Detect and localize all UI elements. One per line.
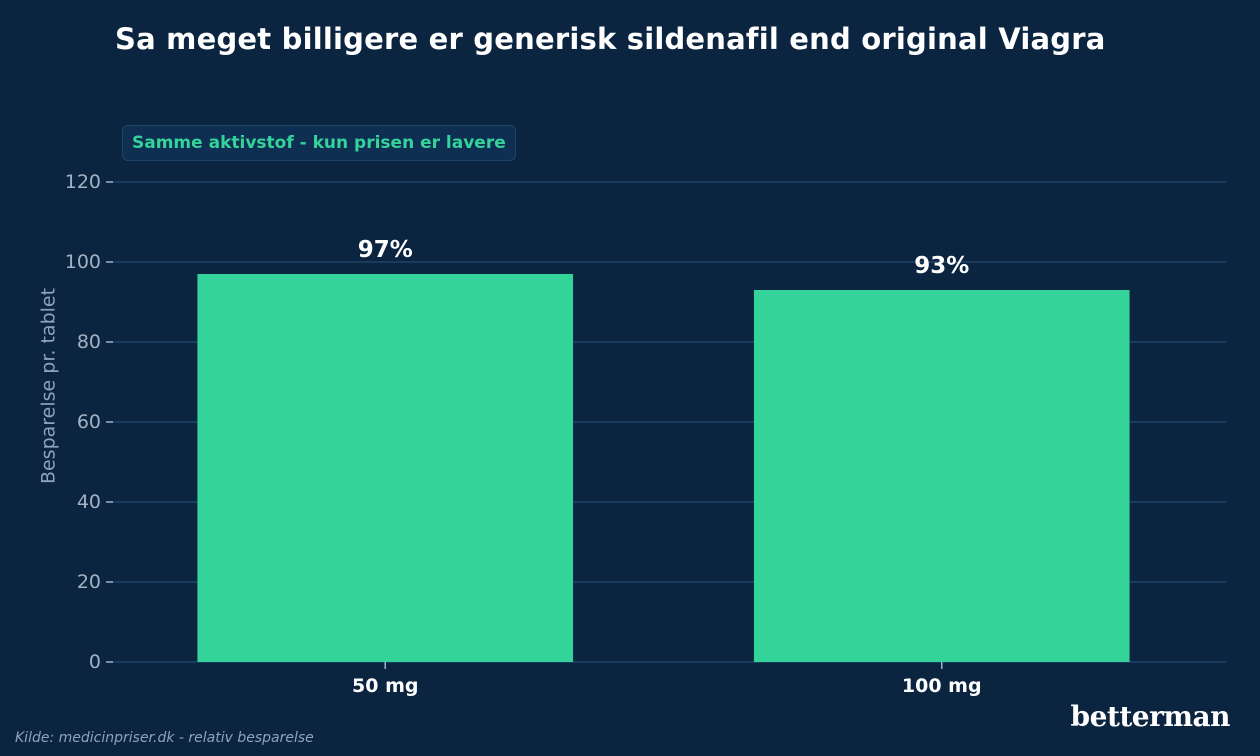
x-tick-label: 50 mg — [352, 675, 418, 697]
annotation-badge: Samme aktivstof - kun prisen er lavere — [122, 125, 516, 161]
y-tick-label: 0 — [89, 651, 101, 673]
y-tick-label: 40 — [77, 491, 101, 513]
data-label-1: 97% — [358, 237, 413, 263]
y-tick-label: 60 — [77, 411, 101, 433]
x-tick-label: 100 mg — [902, 675, 982, 697]
y-tick-label: 100 — [65, 251, 101, 273]
bars — [197, 274, 1130, 662]
y-tick-label: 120 — [65, 171, 101, 193]
data-labels: 97% 93% — [358, 237, 970, 279]
brand-logo: betterman — [1070, 700, 1231, 733]
y-axis-ticks: 0 20 40 60 80 100 120 — [65, 171, 113, 673]
bar-1 — [197, 274, 574, 662]
chart-title: Sa meget billigere er generisk sildenafi… — [115, 22, 1106, 56]
data-label-2: 93% — [914, 253, 969, 279]
y-axis-label: Besparelse pr. tablet — [38, 288, 60, 484]
bar-2 — [753, 290, 1130, 662]
x-axis-ticks: 50 mg 100 mg — [352, 662, 982, 697]
y-tick-label: 80 — [77, 331, 101, 353]
source-note: Kilde: medicinpriser.dk - relativ bespar… — [15, 730, 314, 746]
y-tick-label: 20 — [77, 571, 101, 593]
